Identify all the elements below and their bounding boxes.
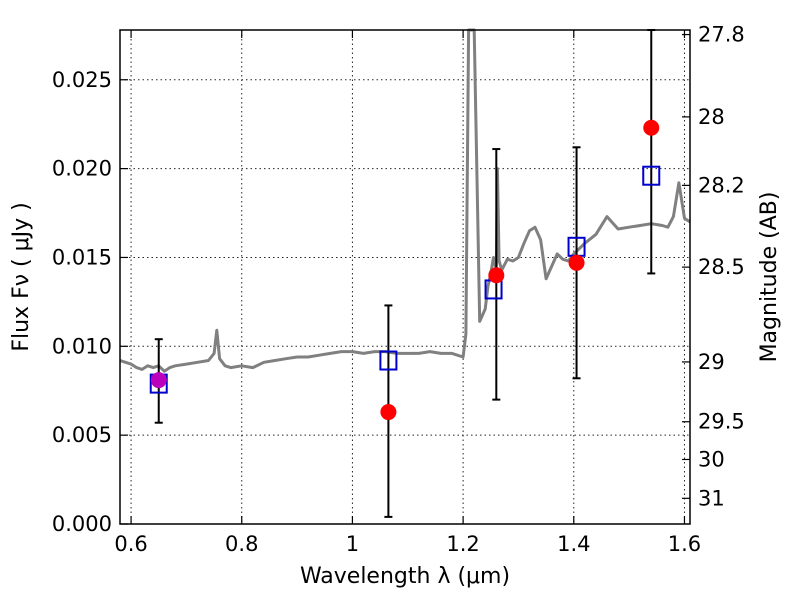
observed-point	[568, 254, 585, 271]
y-tick-label: 0.000	[52, 512, 112, 536]
spectrum-line	[119, 28, 691, 373]
y2-ticks: 27.8 28 28.2 28.5 29 29.5 30 31	[682, 23, 745, 510]
y2-tick-label: 29.5	[698, 410, 745, 434]
y2-tick-label: 30	[698, 447, 725, 471]
y-tick-label: 0.005	[52, 423, 112, 447]
x-ticks: 0.6 0.8 1 1.2 1.4 1.6	[114, 30, 701, 556]
y2-tick-label: 28.2	[698, 173, 745, 197]
y-ticks: 0.000 0.005 0.010 0.015 0.020 0.025	[52, 68, 128, 536]
x-axis-title: Wavelength λ (μm)	[300, 564, 510, 589]
x-tick-label: 1.2	[446, 532, 479, 556]
errorbar-layer	[154, 29, 656, 518]
x-tick-label: 1.6	[668, 532, 701, 556]
x-tick-label: 1.4	[557, 532, 590, 556]
x-tick-label: 0.8	[225, 532, 258, 556]
y-tick-label: 0.015	[52, 245, 112, 269]
y2-axis-title: Magnitude (AB)	[757, 192, 782, 363]
model-points	[149, 165, 661, 394]
model-square-marker	[642, 165, 661, 186]
y2-tick-label: 31	[698, 486, 725, 510]
model-square-marker	[379, 350, 398, 371]
spectrum-layer	[119, 28, 691, 373]
y-tick-label: 0.010	[52, 334, 112, 358]
y2-tick-label: 28	[698, 105, 725, 129]
x-tick-label: 0.6	[114, 532, 147, 556]
observed-point	[643, 119, 660, 136]
observed-point	[150, 372, 167, 389]
y2-tick-label: 27.8	[698, 23, 745, 47]
observed-point	[380, 404, 397, 421]
y-tick-label: 0.025	[52, 68, 112, 92]
grid	[120, 30, 690, 525]
y2-tick-label: 29	[698, 350, 725, 374]
observed-point	[488, 267, 505, 284]
y2-tick-label: 28.5	[698, 255, 745, 279]
y-axis-title: Flux Fν ( μJy )	[9, 202, 34, 351]
plot-frame	[119, 29, 691, 525]
observed-points	[150, 119, 660, 421]
y-tick-label: 0.020	[52, 157, 112, 181]
x-tick-label: 1	[346, 532, 359, 556]
